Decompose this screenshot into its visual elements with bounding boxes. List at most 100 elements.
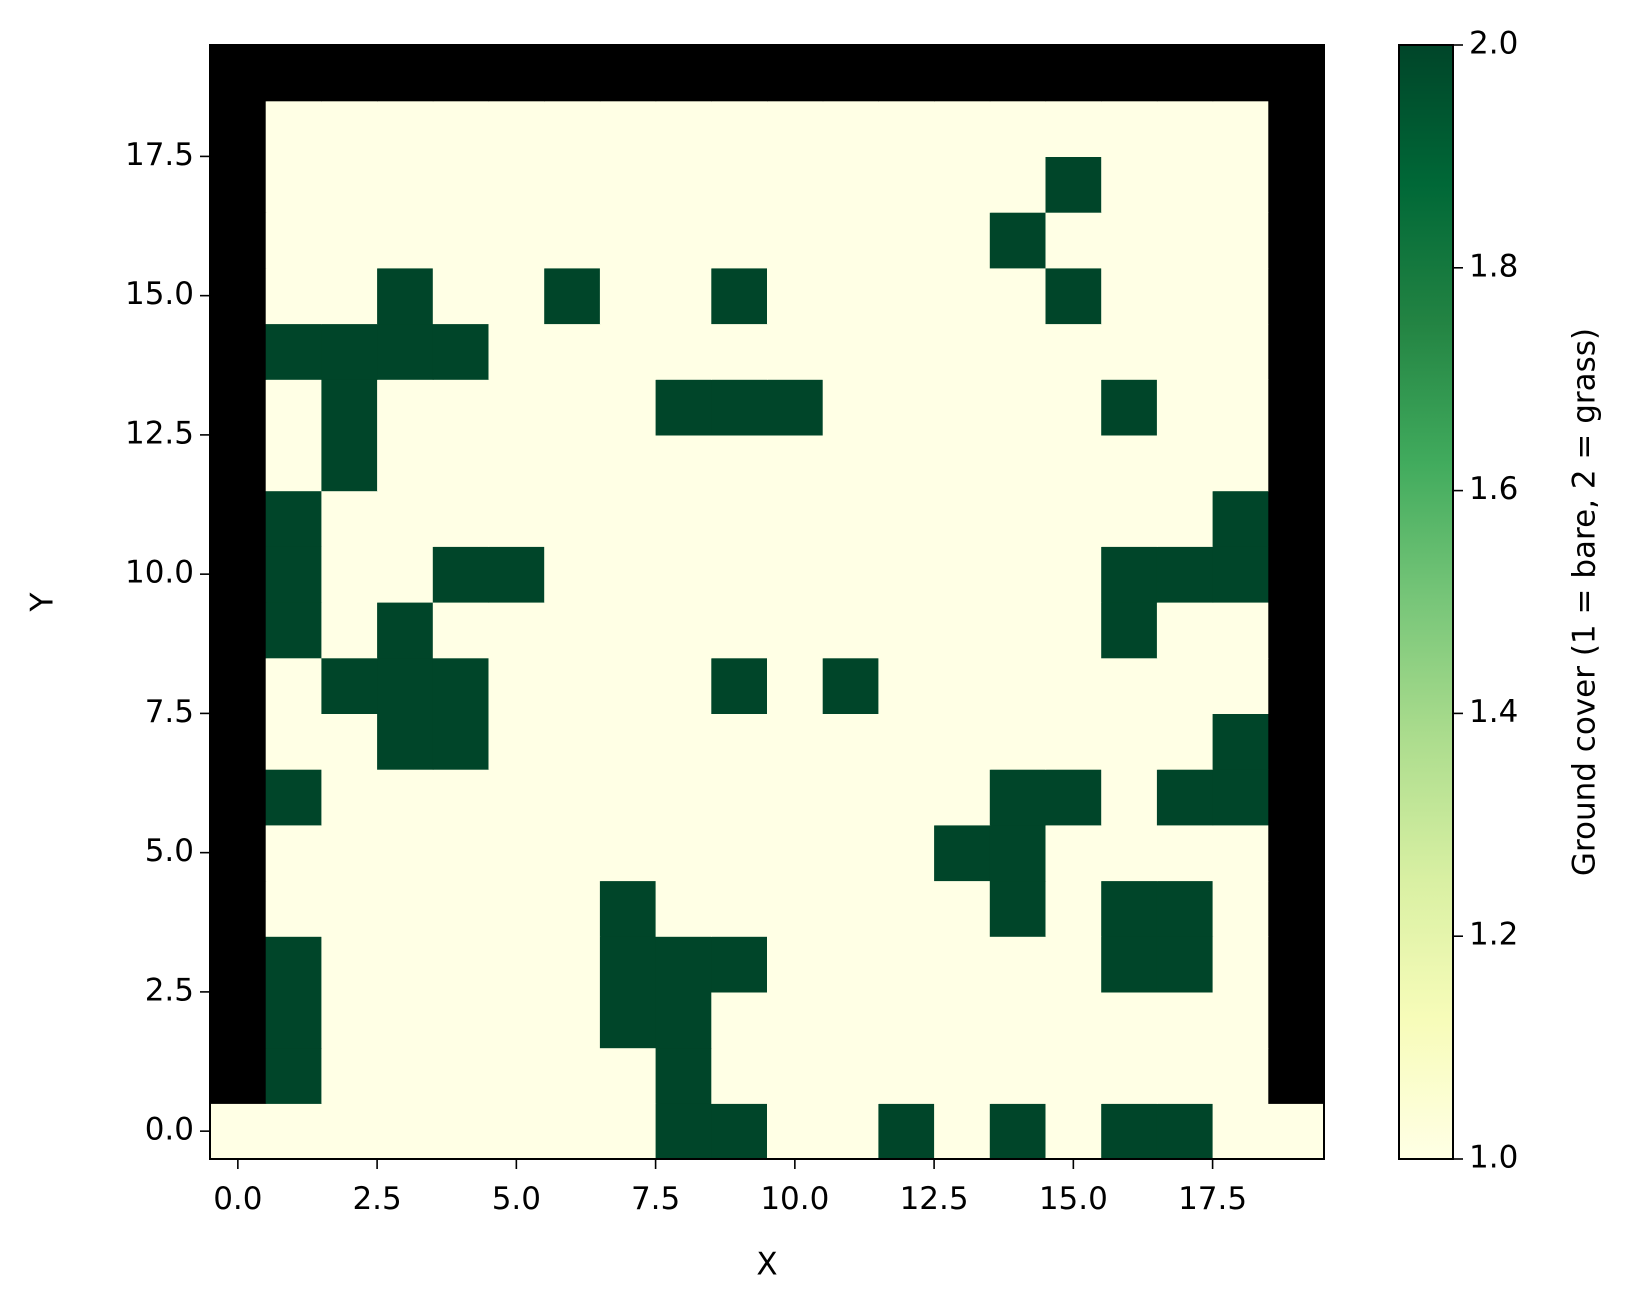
colorbar-tick-label: 1.0 <box>1469 1140 1518 1176</box>
cell <box>934 936 991 993</box>
cell <box>1212 1103 1269 1160</box>
cell <box>599 1103 657 1160</box>
cell <box>432 546 490 603</box>
cell <box>822 379 879 436</box>
cell <box>1212 100 1269 157</box>
cell <box>1212 546 1269 603</box>
masked-cell <box>210 991 267 1049</box>
cell <box>432 880 490 937</box>
cell <box>321 602 378 659</box>
cell <box>377 936 434 993</box>
cell <box>377 991 434 1049</box>
cell <box>878 379 935 436</box>
cell <box>265 1103 322 1160</box>
cell <box>1101 824 1158 882</box>
cell <box>878 1103 935 1160</box>
cell <box>1156 1103 1214 1160</box>
cell <box>599 379 657 436</box>
masked-cell <box>1268 880 1325 937</box>
colorbar-tick-label: 2.0 <box>1469 26 1518 62</box>
cell <box>822 212 879 269</box>
cell <box>488 991 545 1049</box>
x-tick-label: 12.5 <box>900 1181 969 1217</box>
cell <box>599 323 657 380</box>
cell <box>1156 434 1214 492</box>
cell <box>1045 880 1102 937</box>
cell <box>1045 824 1102 882</box>
cell <box>432 936 490 993</box>
cell <box>767 936 824 993</box>
cell <box>1101 991 1158 1049</box>
cell <box>989 991 1047 1049</box>
cell <box>544 156 601 213</box>
cell <box>1045 1103 1102 1160</box>
y-tick-label: 15.0 <box>125 276 194 312</box>
cell <box>767 1103 824 1160</box>
cell <box>488 1103 545 1160</box>
masked-cell <box>1268 156 1325 213</box>
cell <box>321 267 378 325</box>
cell <box>432 602 490 659</box>
cell <box>1045 713 1102 770</box>
cell <box>544 100 601 157</box>
cell <box>767 769 824 826</box>
cell <box>655 991 712 1049</box>
cell <box>1156 602 1214 659</box>
cell <box>1212 769 1269 826</box>
cell <box>934 769 991 826</box>
cell <box>321 212 378 269</box>
cell <box>1045 490 1102 547</box>
cell <box>599 546 657 603</box>
masked-cell <box>1268 602 1325 659</box>
masked-cell <box>210 212 267 269</box>
cell <box>432 212 490 269</box>
cell <box>488 824 545 882</box>
cell <box>377 769 434 826</box>
cell <box>544 657 601 714</box>
plot-frame <box>209 44 1325 1160</box>
cell <box>488 880 545 937</box>
masked-cell <box>1212 45 1269 102</box>
cell <box>377 156 434 213</box>
cell <box>822 156 879 213</box>
cell <box>265 713 322 770</box>
cell <box>1045 156 1102 213</box>
cell <box>1156 936 1214 993</box>
cell <box>1045 323 1102 380</box>
cell <box>544 936 601 993</box>
cell <box>934 991 991 1049</box>
cell <box>1212 880 1269 937</box>
cell <box>321 156 378 213</box>
heatmap-cells <box>210 45 1325 1160</box>
cell <box>989 769 1047 826</box>
cell <box>767 991 824 1049</box>
cell <box>655 657 712 714</box>
cell <box>544 602 601 659</box>
cell <box>432 156 490 213</box>
cell <box>1045 991 1102 1049</box>
cell <box>822 880 879 937</box>
cell <box>432 1103 490 1160</box>
cell <box>934 713 991 770</box>
cell <box>432 991 490 1049</box>
cell <box>1156 379 1214 436</box>
cell <box>1045 602 1102 659</box>
x-axis-label: X <box>756 1247 777 1283</box>
cell <box>265 323 322 380</box>
masked-cell <box>210 546 267 603</box>
cell <box>1156 769 1214 826</box>
cell <box>1156 100 1214 157</box>
cell <box>321 713 378 770</box>
cell <box>377 212 434 269</box>
cell <box>432 323 490 380</box>
cell <box>655 212 712 269</box>
y-tick-label: 10.0 <box>125 555 194 591</box>
cell <box>934 657 991 714</box>
cell <box>377 434 434 492</box>
cell <box>822 769 879 826</box>
cell <box>767 880 824 937</box>
cell <box>878 713 935 770</box>
masked-cell <box>1268 267 1325 325</box>
cell <box>1212 379 1269 436</box>
cell <box>210 1103 267 1160</box>
